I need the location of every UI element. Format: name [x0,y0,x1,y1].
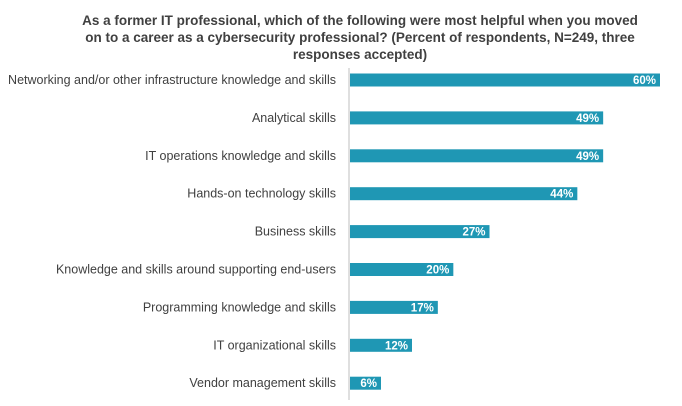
bar [350,187,578,201]
bar-value-label: 49% [576,113,599,125]
category-label: Hands-on technology skills [187,187,336,201]
bar [350,338,412,352]
bar [350,376,381,390]
bar [350,225,490,239]
category-label: Knowledge and skills around supporting e… [56,263,336,277]
bar-value-label: 49% [576,151,599,163]
category-label: Networking and/or other infrastructure k… [8,73,336,87]
category-label: Vendor management skills [189,376,336,390]
bar [350,111,604,125]
chart-title: As a former IT professional, which of th… [82,13,638,62]
bar-value-label: 60% [633,75,656,87]
bar-value-label: 44% [550,189,573,201]
category-label: IT organizational skills [213,338,336,352]
bar [350,263,454,276]
bar-value-label: 12% [385,340,408,352]
category-label: Programming knowledge and skills [143,300,336,314]
category-label: Analytical skills [252,111,336,125]
bar-value-label: 20% [426,265,449,277]
bar-value-label: 27% [462,227,485,239]
bar-value-label: 6% [360,378,377,390]
category-label: IT operations knowledge and skills [145,149,336,163]
bar [350,300,438,314]
category-label: Business skills [255,225,336,239]
bar [350,73,660,87]
bar-value-label: 17% [411,302,434,314]
bar [350,149,604,163]
